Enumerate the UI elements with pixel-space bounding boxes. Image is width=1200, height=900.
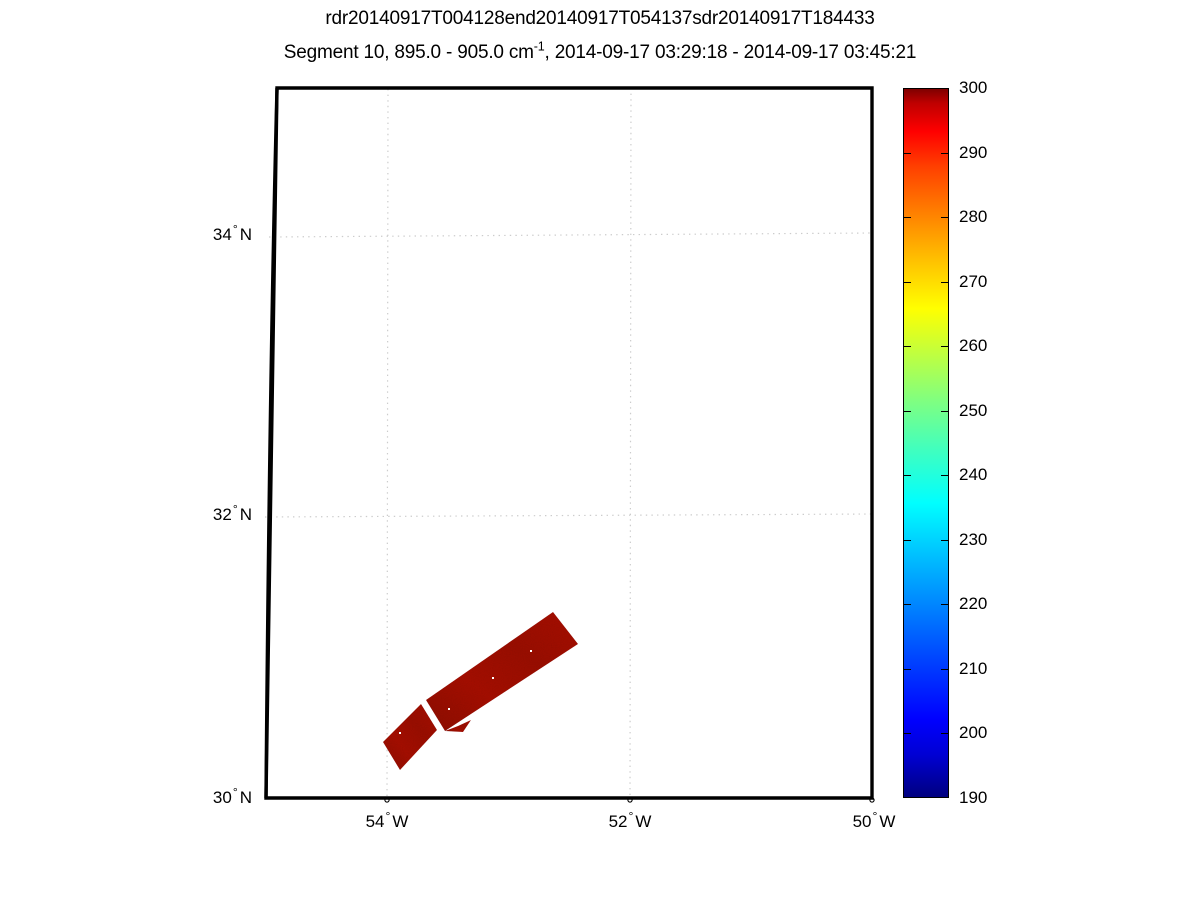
map-gridlines (264, 87, 875, 799)
colorbar-tick-240 (941, 475, 948, 477)
colorbar-label-190: 190 (959, 788, 988, 807)
degree-symbol: ° (232, 785, 238, 800)
colorbar-label-290: 290 (959, 142, 988, 162)
lon-tick-label-50: 50° W (852, 809, 896, 832)
colorbar-label-230: 230 (959, 529, 988, 549)
colorbar-tick-290 (941, 152, 948, 154)
swath-edge-detail (445, 720, 471, 732)
gridline-lon-54 (386, 88, 389, 799)
lon-tick-52 (627, 797, 633, 803)
lat-value-34: 34 (212, 225, 232, 244)
colorbar-label-300: 300 (959, 78, 988, 97)
dropout-pixel (492, 677, 494, 679)
colorbar-tick-260 (941, 346, 948, 348)
lon-value-54: 54 (365, 812, 385, 831)
data-swath (383, 612, 578, 770)
colorbar-tick-220 (941, 604, 948, 606)
colorbar-label-250: 250 (959, 400, 988, 420)
degree-symbol: ° (232, 502, 238, 517)
swath-dropouts (399, 650, 532, 734)
colorbar-label-270: 270 (959, 271, 988, 291)
colorbar-gradient (903, 88, 949, 798)
colorbar-label-280: 280 (959, 207, 988, 227)
colorbar-label-240: 240 (959, 465, 988, 485)
axis-tick-marks (384, 797, 875, 803)
lon-value-50: 50 (852, 812, 872, 831)
lon-tick-50 (869, 797, 875, 803)
lat-tick-label-34: 34° N (196, 222, 252, 245)
map-svg (264, 86, 875, 803)
lon-hemisphere-50: W (879, 812, 896, 831)
colorbar-tick-220 (904, 604, 911, 606)
swath-granule-lower (383, 704, 437, 770)
subtitle-prefix: Segment 10, 895.0 - 905.0 cm (283, 42, 534, 63)
colorbar-tick-200 (941, 733, 948, 735)
colorbar-tick-270 (904, 281, 911, 283)
colorbar-label-200: 200 (959, 723, 988, 743)
lat-value-30: 30 (212, 788, 232, 807)
lon-value-52: 52 (608, 812, 628, 831)
map-plot-area[interactable]: 34° N 32° N 30° N 54° W 52° W 50° W (213, 80, 895, 831)
gridline-lat-32 (264, 513, 875, 518)
lat-hemisphere-34: N (239, 225, 252, 244)
lat-tick-label-32: 32° N (196, 502, 252, 525)
lon-tick-54 (384, 797, 390, 803)
dropout-pixel (448, 708, 450, 710)
map-frame-border (264, 86, 874, 800)
colorbar-tick-210 (904, 668, 911, 670)
lat-tick-label-30: 30° N (196, 785, 252, 808)
lon-hemisphere-52: W (635, 812, 652, 831)
colorbar-tick-210 (941, 668, 948, 670)
degree-symbol: ° (628, 809, 634, 824)
lat-hemisphere-30: N (239, 788, 252, 807)
lon-tick-label-52: 52° W (608, 809, 652, 832)
colorbar-tick-260 (904, 346, 911, 348)
gridline-lat-34 (268, 232, 873, 238)
colorbar-tick-240 (904, 475, 911, 477)
map-frame-left-edge (264, 87, 279, 799)
dropout-pixel (399, 732, 401, 734)
colorbar-tick-280 (941, 217, 948, 219)
colorbar-label-260: 260 (959, 336, 988, 356)
colorbar-tick-280 (904, 217, 911, 219)
figure-subtitle: Segment 10, 895.0 - 905.0 cm-1, 2014-09-… (0, 39, 1200, 64)
swath-granule-upper (426, 612, 578, 731)
colorbar-tick-250 (941, 410, 948, 412)
gridline-lon-52 (629, 87, 632, 799)
lon-tick-label-54: 54° W (365, 809, 409, 832)
colorbar-label-220: 220 (959, 594, 988, 614)
subtitle-superscript: -1 (533, 39, 545, 54)
colorbar-label-210: 210 (959, 658, 988, 678)
colorbar-tick-270 (941, 281, 948, 283)
lon-hemisphere-54: W (392, 812, 409, 831)
colorbar-tick-200 (904, 733, 911, 735)
colorbar[interactable]: 300 290 280 270 260 250 240 230 220 210 200 190 (903, 78, 987, 807)
lat-hemisphere-32: N (239, 505, 252, 524)
colorbar-tick-290 (904, 152, 911, 154)
colorbar-tick-230 (904, 539, 911, 541)
dropout-pixel (530, 650, 532, 652)
figure-title: rdr20140917T004128end20140917T054137sdr2… (325, 8, 875, 29)
degree-symbol: ° (872, 809, 878, 824)
subtitle-suffix: , 2014-09-17 03:29:18 - 2014-09-17 03:45… (544, 42, 917, 63)
colorbar-tick-230 (941, 539, 948, 541)
colorbar-tick-250 (904, 410, 911, 412)
degree-symbol: ° (232, 222, 238, 237)
lat-value-32: 32 (212, 505, 232, 524)
degree-symbol: ° (385, 809, 391, 824)
